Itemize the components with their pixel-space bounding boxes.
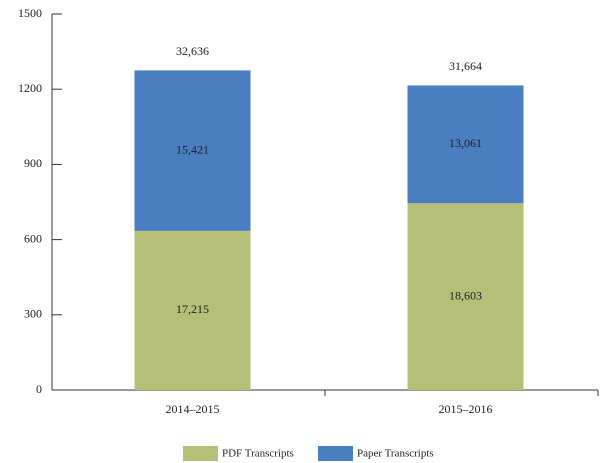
bar-segment [407, 85, 524, 204]
legend-swatch [318, 446, 353, 461]
legend-swatch [183, 446, 218, 461]
total-label: 32,636 [176, 44, 209, 58]
x-tick-label: 2015–2016 [439, 402, 493, 416]
x-tick-label: 2014–2015 [166, 402, 220, 416]
total-label: 31,664 [449, 59, 482, 73]
legend-label: Paper Transcripts [357, 448, 434, 460]
segment-label: 18,603 [449, 288, 482, 302]
bar-segment [407, 203, 524, 390]
bar-segment [134, 70, 251, 231]
y-tick-label: 1500 [18, 6, 42, 20]
legend-label: PDF Transcripts [222, 448, 294, 460]
segment-label: 13,061 [449, 136, 482, 150]
y-tick-label: 300 [24, 307, 42, 321]
bar-segment [134, 230, 251, 390]
y-tick-label: 0 [36, 382, 42, 396]
y-tick-label: 900 [24, 156, 42, 170]
y-tick-label: 1200 [18, 81, 42, 95]
y-tick-label: 600 [24, 231, 42, 245]
segment-label: 15,421 [176, 142, 209, 156]
segment-label: 17,215 [176, 302, 209, 316]
